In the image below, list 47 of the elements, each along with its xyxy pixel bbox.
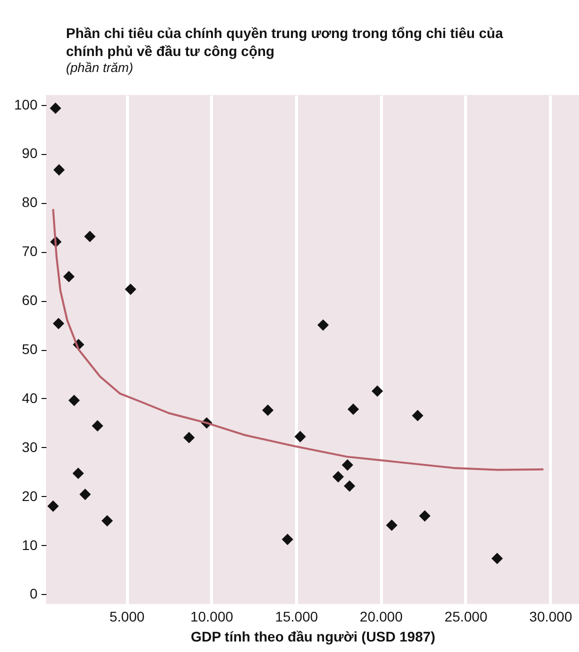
y-tick-label: 50: [22, 341, 38, 357]
point: [491, 552, 503, 564]
point: [183, 432, 195, 444]
point: [344, 480, 356, 492]
x-tick-label: 25.000: [444, 608, 488, 624]
x-tick-label: 5.000: [109, 608, 145, 624]
y-tick-label: 80: [22, 194, 38, 210]
x-tick-label: 30.000: [529, 608, 572, 624]
point: [372, 385, 384, 397]
line-series: [52, 208, 544, 471]
y-tick-label: 70: [22, 243, 38, 260]
point: [47, 500, 59, 512]
point: [101, 515, 113, 526]
y-tick-label: 0: [30, 586, 38, 602]
point: [72, 468, 84, 480]
point: [332, 471, 344, 482]
point: [262, 404, 274, 416]
point: [92, 420, 104, 432]
chart-title: Phần chi tiêu của chính quyền trung ương trong tổng chi tiêu của chính phủ về đầu tư công cộng: [66, 25, 504, 59]
point: [317, 319, 329, 331]
x-axis-title: GDP tính theo đầu người (USD 1987): [190, 628, 436, 644]
point: [348, 404, 359, 415]
point: [84, 230, 96, 242]
y-tick-label: 30: [22, 438, 38, 455]
y-tick-label: 90: [22, 145, 38, 162]
x-tick-label: 20.000: [360, 608, 403, 624]
point: [419, 510, 430, 522]
point: [294, 430, 306, 442]
y-tick-label: 100: [14, 96, 38, 112]
point: [124, 284, 136, 295]
point: [52, 318, 64, 330]
chart-subtitle: (phần trăm): [66, 60, 134, 75]
point: [50, 102, 62, 114]
point: [282, 534, 294, 546]
point: [53, 164, 65, 176]
point: [68, 394, 80, 406]
point: [63, 270, 75, 282]
y-tick-label: 40: [22, 390, 38, 406]
y-tick-label: 20: [22, 488, 38, 504]
x-tick-label: 10.000: [190, 608, 234, 624]
point: [386, 520, 398, 531]
point: [342, 459, 354, 471]
y-tick-label: 60: [22, 292, 38, 308]
point: [412, 410, 424, 422]
x-tick-label: 15.000: [275, 608, 318, 624]
point: [79, 488, 91, 500]
y-tick-label: 10: [22, 536, 38, 553]
